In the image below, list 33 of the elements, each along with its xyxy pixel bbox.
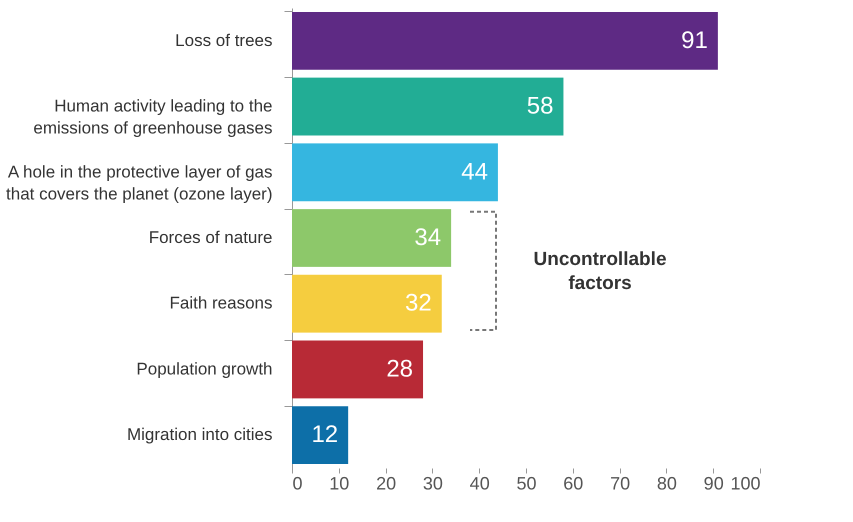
x-tick-label: 100 [730,474,760,494]
y-tick-label: Forces of nature [148,228,272,247]
y-tick-label: Faith reasons [170,294,272,313]
bar [292,143,498,202]
y-tick-label: Migration into cities [126,425,272,444]
data-label: 91 [681,26,708,54]
data-label: 32 [405,290,432,317]
annotation: Uncontrollable factors [533,248,667,294]
data-label: 58 [526,92,554,120]
data-label: 34 [414,224,442,251]
bar [292,406,348,464]
x-tick-label: 80 [656,474,677,494]
x-tick-label: 0 [292,474,303,494]
x-tick-label: 40 [470,474,490,494]
x-tick-label: 20 [376,474,396,494]
bar [292,274,442,333]
data-label: 12 [311,421,338,448]
bar [292,78,564,136]
y-tick-label: Human activity leading to the emissions of greenhouse gases [33,96,272,138]
x-tick-label: 60 [563,474,584,494]
x-tick-label: 70 [610,474,630,494]
data-label: 44 [461,158,488,186]
x-tick-label: 90 [704,474,724,494]
bar [292,209,452,267]
y-tick-label: A hole in the protective layer of gas that covers the planet (ozone layer) [6,162,272,204]
x-tick-label: 30 [422,474,443,494]
bar [292,12,718,70]
y-tick-label: Population growth [136,359,272,378]
data-label: 28 [386,355,414,382]
x-tick-label: 10 [329,474,350,494]
x-tick-label: 50 [516,474,537,494]
bar [292,340,424,398]
y-tick-label: Loss of trees [175,30,272,50]
